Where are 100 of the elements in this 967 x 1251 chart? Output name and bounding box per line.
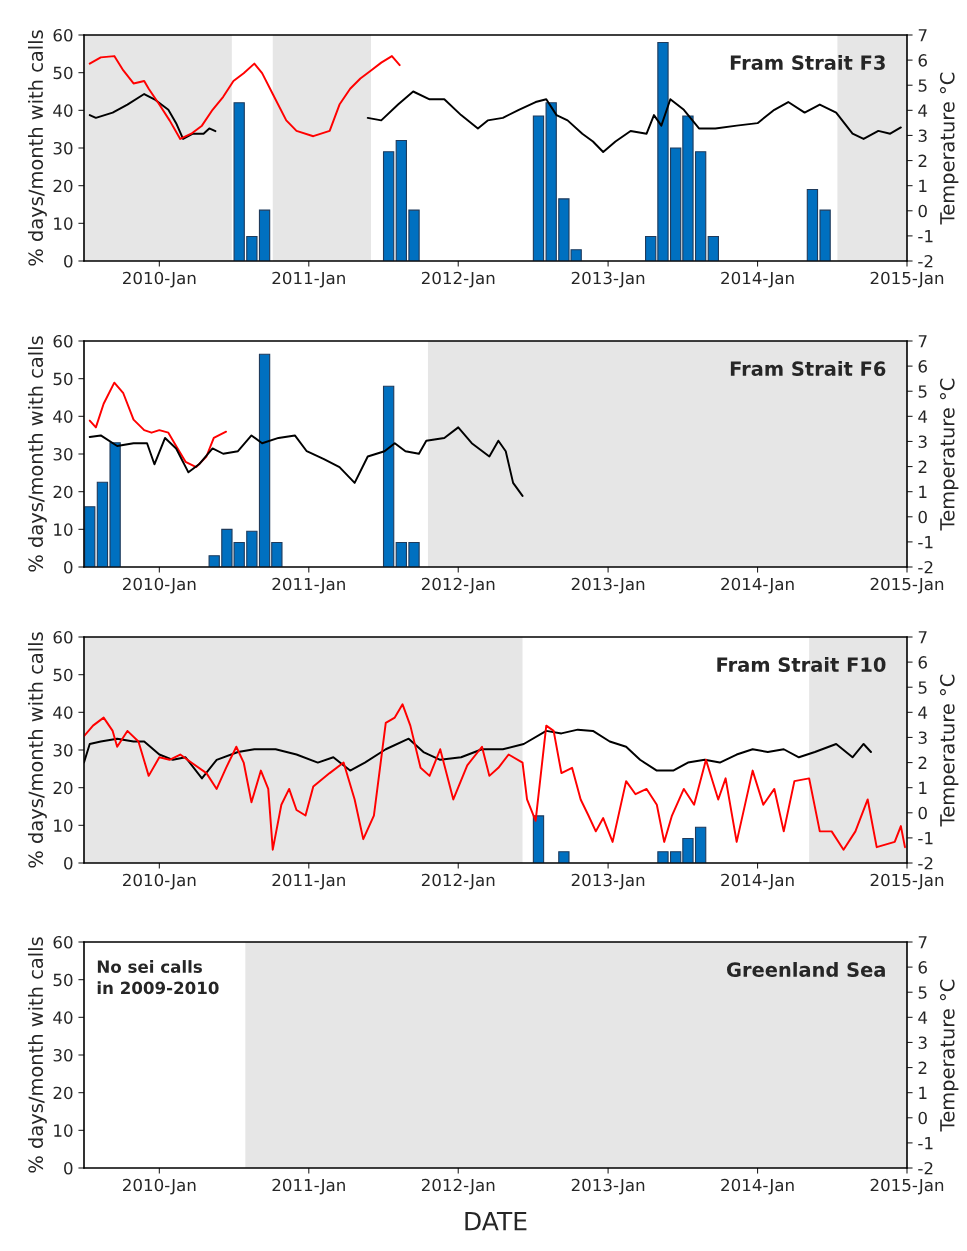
- y2-tick-label: -2: [918, 1161, 933, 1175]
- y2-tick-label: 7: [918, 631, 927, 644]
- y2-tick-label: 6: [918, 360, 927, 373]
- line-series: [84, 703, 906, 851]
- annotation: No sei calls in 2009-2010: [97, 960, 219, 995]
- y-tick-label: 50: [53, 66, 73, 80]
- x-tick-label: 2014-Jan: [721, 873, 794, 890]
- y2-tick-label: 0: [918, 1111, 927, 1125]
- line-series: [88, 93, 217, 140]
- y2-tick-label: 1: [919, 1086, 927, 1099]
- x-tick-label: 2011-Jan: [272, 271, 345, 288]
- bar: [382, 385, 395, 567]
- line-series: [88, 381, 228, 469]
- y-tick-label: 60: [53, 630, 73, 644]
- x-tick-label: 2013-Jan: [571, 873, 645, 890]
- y2-tick-label: 1: [919, 485, 927, 498]
- y2-tick-label: 5: [918, 385, 927, 398]
- x-tick-label: 2013-Jan: [571, 577, 645, 594]
- y-tick-label: 40: [53, 104, 73, 117]
- y-axis-title: % days/month with calls: [28, 632, 47, 868]
- y2-axis-title: Temperature °C: [939, 72, 959, 225]
- y2-tick-label: -1: [918, 536, 933, 549]
- y2-tick-label: 2: [918, 1061, 927, 1074]
- y-tick-label: 10: [54, 523, 73, 536]
- y2-tick-label: 6: [918, 961, 927, 974]
- x-tick-label: 2015-Jan: [870, 873, 944, 890]
- x-tick-label: 2012-Jan: [421, 271, 495, 288]
- y-tick-label: 0: [64, 254, 73, 268]
- x-tick-label: 2011-Jan: [272, 577, 345, 594]
- y2-tick-label: 0: [918, 204, 927, 218]
- y-tick-label: 20: [53, 781, 73, 795]
- x-tick-label: 2014-Jan: [721, 271, 794, 288]
- y-axis-title: % days/month with calls: [28, 30, 47, 266]
- y-tick-label: 30: [53, 141, 73, 155]
- y2-tick-label: 5: [918, 79, 927, 92]
- y-tick-label: 50: [53, 973, 73, 987]
- y2-tick-label: 3: [918, 1036, 927, 1050]
- y-tick-label: 0: [64, 1161, 73, 1175]
- y2-tick-label: 3: [918, 731, 927, 745]
- x-tick-label: 2011-Jan: [272, 873, 345, 890]
- y2-tick-label: -1: [918, 230, 933, 243]
- y2-tick-label: 4: [918, 706, 928, 719]
- y-axis-title: % days/month with calls: [28, 937, 47, 1173]
- y2-tick-label: 6: [918, 54, 927, 67]
- y2-tick-label: -2: [918, 254, 933, 268]
- x-tick-label: 2010-Jan: [123, 271, 196, 288]
- y-tick-label: 30: [53, 447, 73, 461]
- x-tick-label: 2010-Jan: [123, 577, 196, 594]
- text: Fram Strait F3: [730, 54, 885, 71]
- y2-tick-label: 1: [919, 781, 927, 794]
- y-tick-label: 60: [53, 935, 73, 949]
- y2-tick-label: 4: [918, 104, 928, 117]
- y2-tick-label: 2: [918, 460, 927, 473]
- y2-axis-title: Temperature °C: [939, 674, 959, 827]
- x-tick-label: 2015-Jan: [870, 577, 944, 594]
- x-tick-label: 2013-Jan: [571, 271, 645, 288]
- y2-tick-label: 4: [918, 1011, 928, 1024]
- y-tick-label: 0: [64, 560, 73, 574]
- line-series: [88, 426, 524, 497]
- x-tick-label: 2015-Jan: [870, 1178, 944, 1195]
- y-tick-label: 30: [53, 743, 73, 757]
- x-tick-label: 2010-Jan: [123, 1178, 196, 1195]
- y-axis-title: % days/month with calls: [28, 336, 47, 572]
- text: Fram Strait F10: [717, 656, 886, 673]
- y-tick-label: 50: [53, 372, 73, 386]
- x-tick-label: 2012-Jan: [421, 577, 495, 594]
- y2-tick-label: 2: [918, 154, 927, 167]
- y-tick-label: 40: [53, 410, 73, 423]
- y2-tick-label: 5: [918, 986, 927, 999]
- y-tick-label: 10: [54, 217, 73, 230]
- x-axis-title: DATE: [465, 1211, 527, 1231]
- y2-tick-label: 0: [918, 806, 927, 820]
- bar: [382, 151, 395, 261]
- y2-tick-label: 3: [918, 435, 927, 449]
- y-tick-label: 20: [53, 179, 73, 193]
- y2-tick-label: 7: [918, 335, 927, 348]
- x-tick-label: 2015-Jan: [870, 271, 944, 288]
- x-tick-label: 2010-Jan: [123, 873, 196, 890]
- x-tick-label: 2013-Jan: [571, 1178, 645, 1195]
- y-tick-label: 40: [53, 1011, 73, 1024]
- y2-tick-label: 3: [918, 129, 927, 143]
- x-tick-label: 2012-Jan: [421, 873, 495, 890]
- y-tick-label: 10: [54, 1124, 73, 1137]
- line-series: [88, 55, 401, 140]
- y2-tick-label: -1: [918, 832, 933, 845]
- y-tick-label: 60: [53, 334, 73, 348]
- bar: [532, 815, 545, 863]
- y2-tick-label: 7: [918, 29, 927, 42]
- x-tick-label: 2014-Jan: [721, 1178, 794, 1195]
- y-tick-label: 60: [53, 28, 73, 42]
- y2-tick-label: 0: [918, 510, 927, 524]
- y-tick-label: 20: [53, 485, 73, 499]
- x-tick-label: 2012-Jan: [421, 1178, 495, 1195]
- y2-tick-label: 5: [918, 681, 927, 694]
- y2-tick-label: -1: [918, 1137, 933, 1150]
- y-tick-label: 40: [53, 706, 73, 719]
- text: Greenland Sea: [727, 961, 885, 978]
- y-tick-label: 20: [53, 1086, 73, 1100]
- y2-axis-title: Temperature °C: [939, 378, 959, 531]
- x-tick-label: 2011-Jan: [272, 1178, 345, 1195]
